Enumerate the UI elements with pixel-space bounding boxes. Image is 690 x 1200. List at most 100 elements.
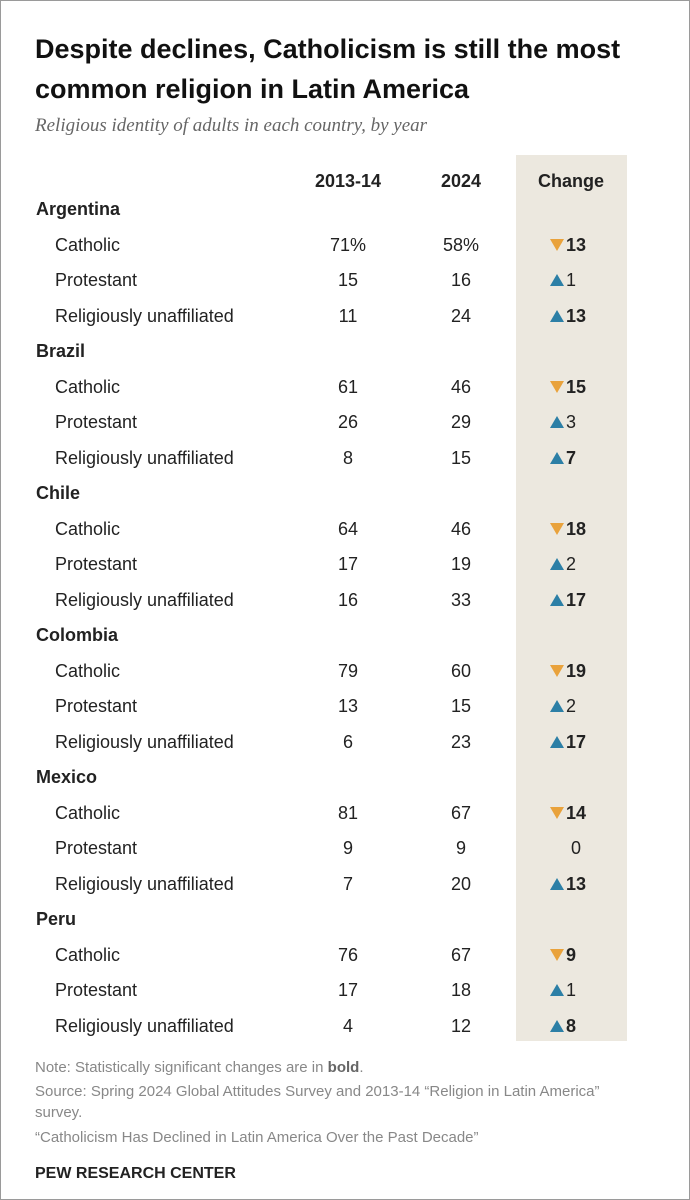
value-2013: 17 [337, 980, 359, 1000]
value-2013: 7 [342, 873, 353, 894]
row-label: Religiously unaffiliated [55, 1015, 234, 1036]
value-2024: 24 [450, 305, 472, 326]
row-label: Catholic [55, 660, 121, 681]
value-2013: 8 [342, 447, 353, 468]
change-arrow [550, 416, 564, 428]
change-value: 19 [566, 660, 587, 681]
row-label: Catholic [55, 944, 121, 965]
change-value: 9 [566, 944, 577, 965]
change-value: 17 [566, 589, 587, 610]
row-label: Catholic [55, 802, 121, 823]
value-2024: 20 [450, 873, 472, 894]
value-2013: 64 [337, 518, 359, 539]
value-2013: 61 [337, 376, 359, 397]
change-value: 1 [566, 980, 577, 1000]
value-2013: 13 [337, 696, 359, 716]
country-name: Colombia [36, 625, 119, 645]
value-2024: 46 [450, 518, 472, 539]
change-value: 8 [566, 1015, 577, 1036]
change-value: 14 [566, 802, 587, 823]
value-2024: 60 [450, 660, 472, 681]
value-2024: 23 [450, 731, 472, 752]
value-2024: 16 [450, 270, 472, 290]
change-arrow [550, 877, 564, 890]
change-value: 1 [566, 270, 577, 290]
change-value: 18 [566, 518, 587, 539]
value-2024: 33 [450, 589, 472, 610]
change-arrow [550, 806, 564, 819]
change-arrow [550, 522, 564, 535]
change-value: 13 [566, 234, 587, 255]
row-label: Religiously unaffiliated [55, 731, 234, 752]
note-text: Note: Statistically significant changes … [35, 1059, 328, 1076]
row-label: Religiously unaffiliated [55, 589, 234, 610]
column-header: 2013-14 [314, 171, 382, 191]
value-2024: 58% [442, 234, 480, 255]
change-arrow [550, 593, 564, 606]
change-arrow [550, 274, 564, 286]
row-label: Catholic [55, 376, 121, 397]
note-bold: bold [327, 1059, 360, 1076]
change-value: 15 [566, 376, 587, 397]
change-value: 17 [566, 731, 587, 752]
change-value: 7 [566, 447, 577, 468]
change-arrow [550, 948, 564, 961]
column-header: 2024 [440, 171, 482, 191]
row-label: Protestant [55, 696, 138, 716]
country-name: Mexico [36, 767, 98, 787]
note: Note: Statistically significant changes … [35, 1057, 363, 1078]
value-2024: 15 [450, 447, 472, 468]
value-2024: 12 [450, 1015, 472, 1036]
value-2013: 6 [342, 731, 353, 752]
note-text: . [359, 1059, 364, 1076]
value-2013: 11 [338, 305, 358, 326]
value-2013: 79 [337, 660, 359, 681]
value-2013: 9 [342, 838, 353, 858]
change-value: 3 [566, 412, 577, 432]
value-2013: 17 [337, 554, 359, 574]
value-2013: 26 [337, 412, 359, 432]
subtitle: Religious identity of adults in each cou… [35, 115, 428, 136]
value-2013: 76 [337, 944, 359, 965]
value-2024: 29 [450, 412, 472, 432]
row-label: Religiously unaffiliated [55, 447, 234, 468]
row-label: Protestant [55, 412, 138, 432]
country-name: Brazil [36, 341, 86, 361]
value-2024: 46 [450, 376, 472, 397]
change-arrow [550, 380, 564, 393]
change-column-band [516, 155, 627, 1041]
country-name: Chile [36, 483, 81, 503]
value-2024: 9 [455, 838, 466, 858]
value-2013: 16 [337, 589, 359, 610]
row-label: Protestant [55, 270, 138, 290]
row-label: Catholic [55, 234, 121, 255]
change-arrow [550, 558, 564, 570]
value-2024: 18 [450, 980, 472, 1000]
change-arrow [550, 309, 564, 322]
source: Source: Spring 2024 Global Attitudes Sur… [35, 1083, 600, 1121]
change-value: 0 [570, 838, 581, 858]
change-arrow [550, 735, 564, 748]
value-2024: 19 [450, 554, 472, 574]
brand: PEW RESEARCH CENTER [35, 1165, 236, 1182]
title: Despite declines, Catholicism is still t… [35, 34, 621, 104]
value-2024: 15 [450, 696, 472, 716]
change-arrow [550, 451, 564, 464]
country-name: Argentina [36, 199, 121, 219]
change-value: 2 [566, 554, 577, 574]
row-label: Catholic [55, 518, 121, 539]
change-value: 13 [566, 873, 587, 894]
row-label: Protestant [55, 980, 138, 1000]
change-arrow [550, 700, 564, 712]
change-arrow [550, 664, 564, 677]
row-label: Religiously unaffiliated [55, 305, 234, 326]
change-value: 2 [566, 696, 577, 716]
row-label: Protestant [55, 554, 138, 574]
change-arrow [550, 238, 564, 251]
change-arrow [550, 984, 564, 996]
change-arrow [550, 1019, 564, 1032]
report: “Catholicism Has Declined in Latin Ameri… [35, 1129, 479, 1146]
value-2013: 81 [337, 802, 359, 823]
row-label: Protestant [55, 838, 138, 858]
